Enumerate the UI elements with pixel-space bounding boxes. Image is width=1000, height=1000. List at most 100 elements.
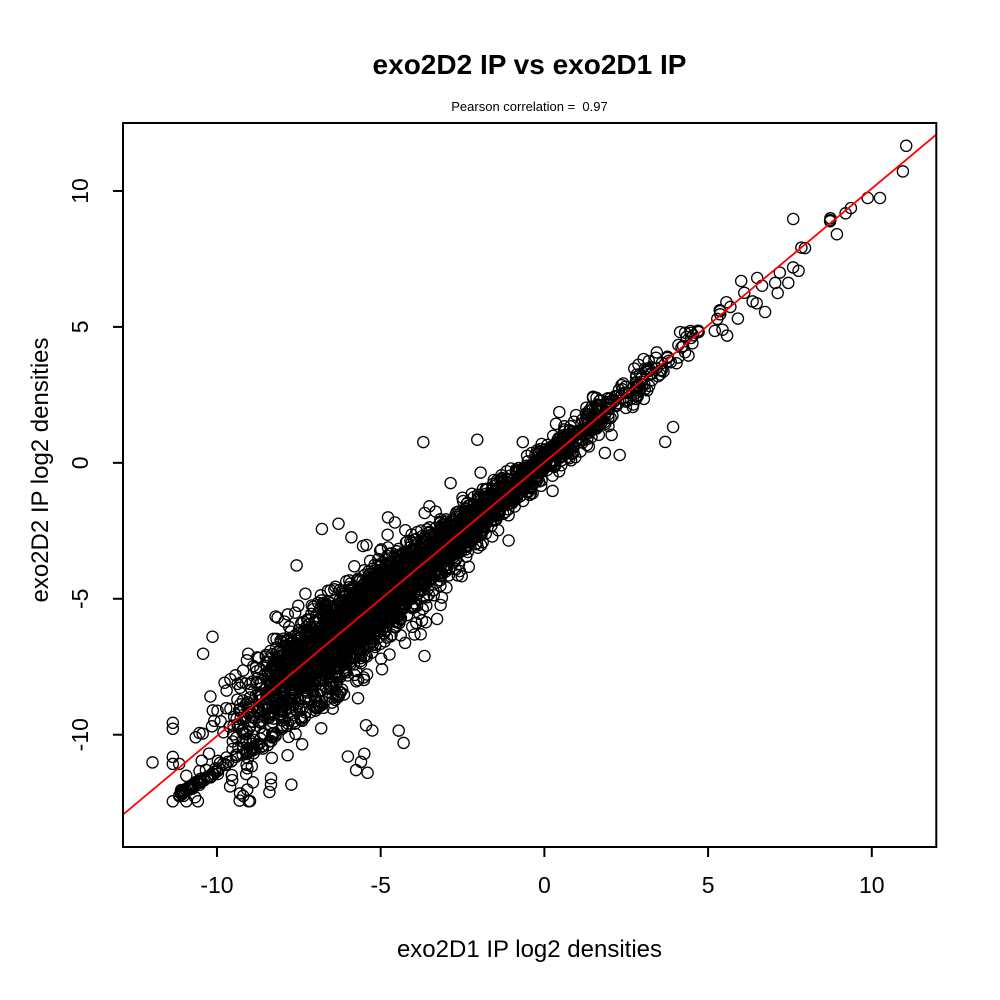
- scatter-points: [146, 139, 913, 808]
- chart-subtitle: Pearson correlation = 0.97: [451, 99, 607, 114]
- data-point: [281, 748, 294, 762]
- data-point: [206, 630, 219, 643]
- data-point: [472, 491, 486, 504]
- data-point: [472, 510, 486, 524]
- data-point: [500, 465, 513, 478]
- data-point: [356, 539, 370, 553]
- data-point: [358, 747, 371, 760]
- data-point: [399, 536, 413, 549]
- data-point: [380, 573, 393, 587]
- data-point: [211, 704, 224, 718]
- data-point: [341, 669, 354, 682]
- data-point: [340, 650, 353, 664]
- data-point: [746, 295, 759, 308]
- data-point: [264, 682, 278, 696]
- data-point: [523, 481, 537, 495]
- data-point: [279, 634, 293, 648]
- data-point: [341, 750, 355, 763]
- data-point: [284, 693, 298, 706]
- data-point: [243, 744, 257, 758]
- data-point: [294, 713, 308, 727]
- data-point: [324, 584, 337, 597]
- data-point: [873, 191, 887, 205]
- x-tick-label: 0: [538, 872, 551, 898]
- data-point: [289, 642, 303, 656]
- data-point: [629, 389, 643, 403]
- x-tick-label: -5: [370, 872, 390, 898]
- data-point: [359, 596, 373, 609]
- data-point: [487, 496, 500, 509]
- data-point: [383, 648, 396, 661]
- y-tick-label: 0: [67, 456, 93, 469]
- data-point: [196, 647, 210, 660]
- data-point: [202, 747, 216, 760]
- data-point: [405, 620, 419, 634]
- data-point: [166, 722, 180, 736]
- data-point: [711, 312, 724, 326]
- data-point: [224, 702, 237, 716]
- data-point: [565, 447, 578, 460]
- data-point: [381, 595, 394, 608]
- data-point: [351, 691, 365, 705]
- data-point: [314, 722, 328, 735]
- data-point: [771, 286, 784, 300]
- data-point: [640, 362, 654, 375]
- data-point: [658, 435, 672, 449]
- data-point: [293, 626, 306, 640]
- data-point: [483, 498, 496, 512]
- chart-title: exo2D2 IP vs exo2D1 IP: [373, 49, 687, 80]
- data-point: [223, 780, 237, 793]
- data-point: [632, 383, 646, 397]
- data-point: [439, 563, 453, 576]
- data-point: [830, 227, 844, 241]
- data-point: [340, 664, 353, 677]
- data-point: [288, 606, 302, 619]
- data-point: [426, 583, 440, 597]
- data-point: [373, 544, 387, 557]
- data-point: [435, 591, 449, 604]
- data-point: [773, 266, 787, 279]
- data-point: [599, 401, 613, 414]
- data-point: [233, 787, 247, 800]
- data-point: [673, 325, 687, 339]
- data-point: [434, 579, 447, 592]
- data-point: [332, 689, 345, 703]
- data-point: [281, 639, 294, 652]
- data-point: [278, 615, 291, 628]
- data-point: [381, 511, 395, 524]
- data-point: [691, 324, 704, 338]
- data-point: [469, 522, 483, 536]
- plot-box: [122, 122, 938, 848]
- data-point: [282, 730, 295, 744]
- data-point: [392, 724, 405, 737]
- data-point: [516, 483, 530, 497]
- data-point: [146, 756, 159, 769]
- data-point: [462, 529, 476, 543]
- data-point: [290, 559, 303, 572]
- data-point: [333, 643, 346, 657]
- data-point: [617, 377, 630, 390]
- data-point: [481, 513, 495, 526]
- data-point: [277, 636, 290, 649]
- data-point: [628, 362, 641, 375]
- data-point: [335, 627, 349, 640]
- data-point: [456, 510, 470, 524]
- y-tick-label: -5: [67, 589, 93, 609]
- data-point: [474, 466, 487, 479]
- data-point: [635, 375, 648, 388]
- data-point: [507, 482, 521, 496]
- data-point: [264, 771, 278, 785]
- data-point: [823, 213, 837, 227]
- data-point: [391, 566, 404, 579]
- data-point: [304, 644, 317, 657]
- data-point: [416, 602, 430, 616]
- data-point: [292, 599, 305, 613]
- data-point: [166, 757, 180, 771]
- data-point: [896, 165, 910, 178]
- data-point: [758, 305, 772, 319]
- data-point: [650, 346, 664, 359]
- data-point: [239, 767, 253, 781]
- data-point: [250, 675, 264, 689]
- data-point: [434, 598, 447, 612]
